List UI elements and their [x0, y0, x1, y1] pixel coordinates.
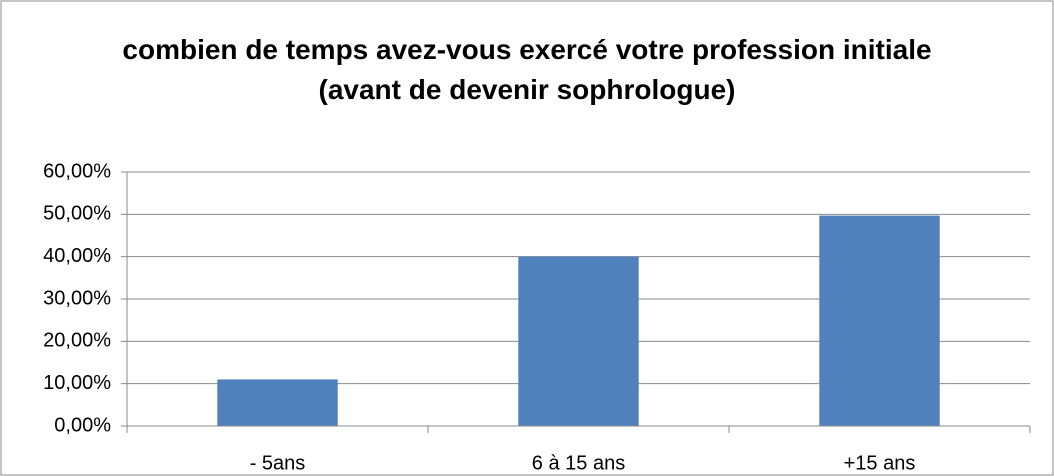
x-tick-label: - 5ans	[250, 452, 306, 474]
y-tick-label: 60,00%	[43, 160, 111, 182]
x-tick-label: +15 ans	[844, 452, 916, 474]
bar	[819, 215, 940, 426]
bar	[217, 379, 338, 426]
y-tick-label: 10,00%	[43, 372, 111, 394]
y-tick-label: 0,00%	[54, 414, 111, 436]
y-tick-label: 40,00%	[43, 245, 111, 267]
y-tick-label: 30,00%	[43, 287, 111, 309]
y-tick-label: 20,00%	[43, 330, 111, 352]
bar	[518, 256, 639, 426]
x-tick-label: 6 à 15 ans	[532, 452, 625, 474]
chart-title: combien de temps avez-vous exercé votre …	[122, 34, 932, 105]
y-tick-label: 50,00%	[43, 203, 111, 225]
